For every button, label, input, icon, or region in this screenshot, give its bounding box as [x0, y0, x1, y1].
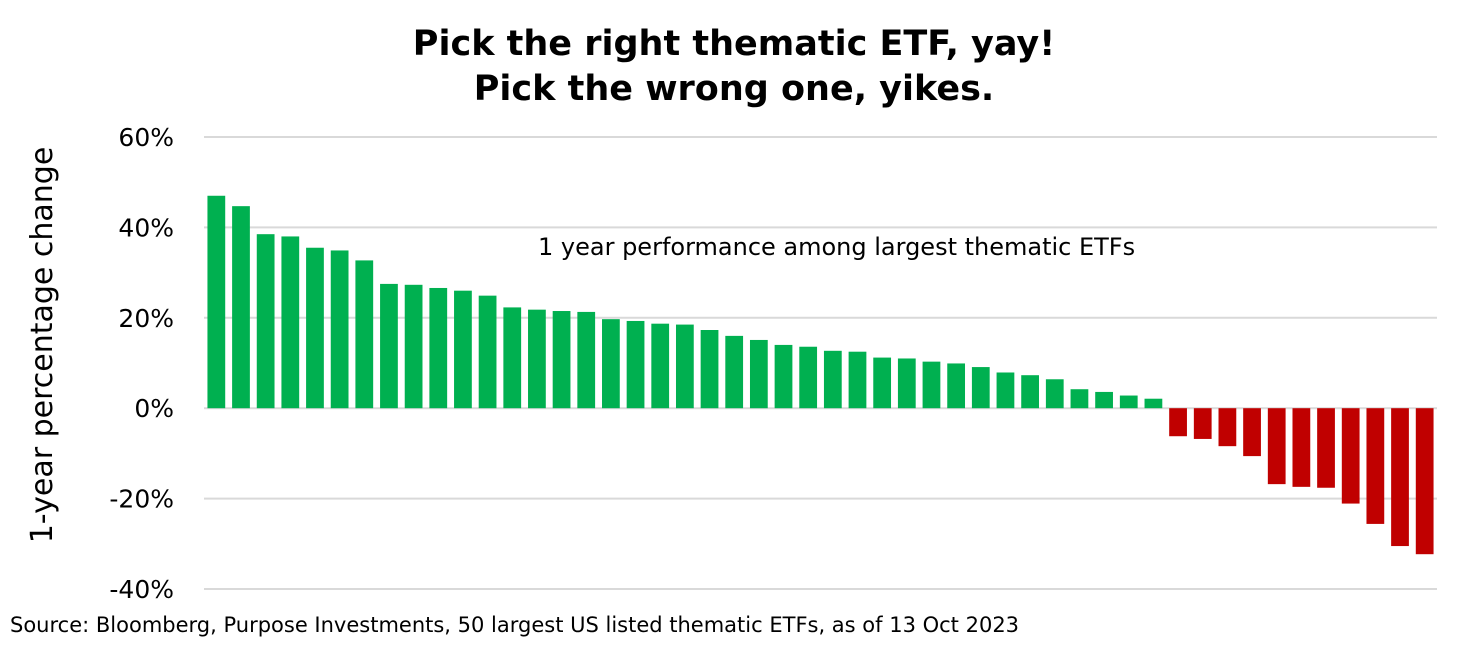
bar — [1193, 408, 1212, 439]
y-axis-title: 1-year percentage change — [25, 147, 60, 544]
y-tick-label: 60% — [118, 123, 174, 152]
chart-title-line-1: Pick the right thematic ETF, yay! — [412, 24, 1056, 64]
bars — [207, 195, 1434, 555]
bar — [1292, 408, 1311, 487]
chart-title: Pick the right thematic ETF, yay! Pick t… — [0, 22, 1468, 112]
bar — [207, 195, 226, 409]
bar — [429, 287, 448, 409]
bar — [380, 283, 398, 409]
y-tick-label: -40% — [109, 575, 174, 604]
bar — [1218, 408, 1237, 447]
bar — [848, 351, 867, 409]
bar — [404, 284, 423, 409]
bar — [799, 346, 818, 409]
bar — [577, 311, 596, 409]
bar — [1267, 408, 1286, 485]
bar — [1366, 408, 1385, 524]
bar — [552, 311, 571, 409]
chart-annotation: 1 year performance among largest themati… — [538, 233, 1135, 261]
bar — [1341, 408, 1360, 504]
bar — [1415, 408, 1434, 555]
bar — [256, 234, 275, 409]
bar — [528, 309, 546, 409]
bar — [478, 295, 497, 409]
bar — [355, 260, 374, 409]
y-axis-tick-labels: 60% 40% 20% 0% -20% -40% — [109, 123, 174, 604]
bar — [749, 339, 768, 409]
bar — [823, 350, 842, 409]
bar — [774, 344, 793, 409]
bar — [330, 250, 349, 409]
y-tick-label: 0% — [134, 394, 174, 423]
bar — [281, 236, 300, 409]
bar — [700, 330, 719, 409]
bar — [232, 206, 250, 409]
bar — [1119, 395, 1138, 409]
bar — [454, 290, 472, 409]
bar — [725, 335, 744, 409]
bar — [1317, 408, 1335, 488]
bar — [971, 367, 990, 409]
bar — [1391, 408, 1409, 547]
bar — [1243, 408, 1261, 457]
bar — [651, 323, 670, 409]
bar — [503, 307, 522, 409]
source-note: Source: Bloomberg, Purpose Investments, … — [10, 613, 1020, 637]
bar — [996, 372, 1015, 409]
bar — [1144, 398, 1163, 409]
bar — [897, 358, 916, 409]
bar — [1045, 379, 1064, 409]
bar — [922, 361, 941, 409]
bar — [947, 363, 966, 409]
bar — [1070, 389, 1089, 409]
bar — [626, 320, 645, 409]
chart-title-line-2: Pick the wrong one, yikes. — [473, 69, 995, 109]
bar — [306, 247, 324, 409]
bar — [602, 319, 620, 409]
bar — [1021, 375, 1039, 409]
y-tick-label: -20% — [109, 485, 174, 514]
y-tick-label: 20% — [118, 304, 174, 333]
y-tick-label: 40% — [118, 213, 174, 242]
bar — [1169, 408, 1187, 437]
bar — [675, 324, 694, 409]
bar — [1095, 391, 1113, 409]
bar — [873, 357, 892, 409]
